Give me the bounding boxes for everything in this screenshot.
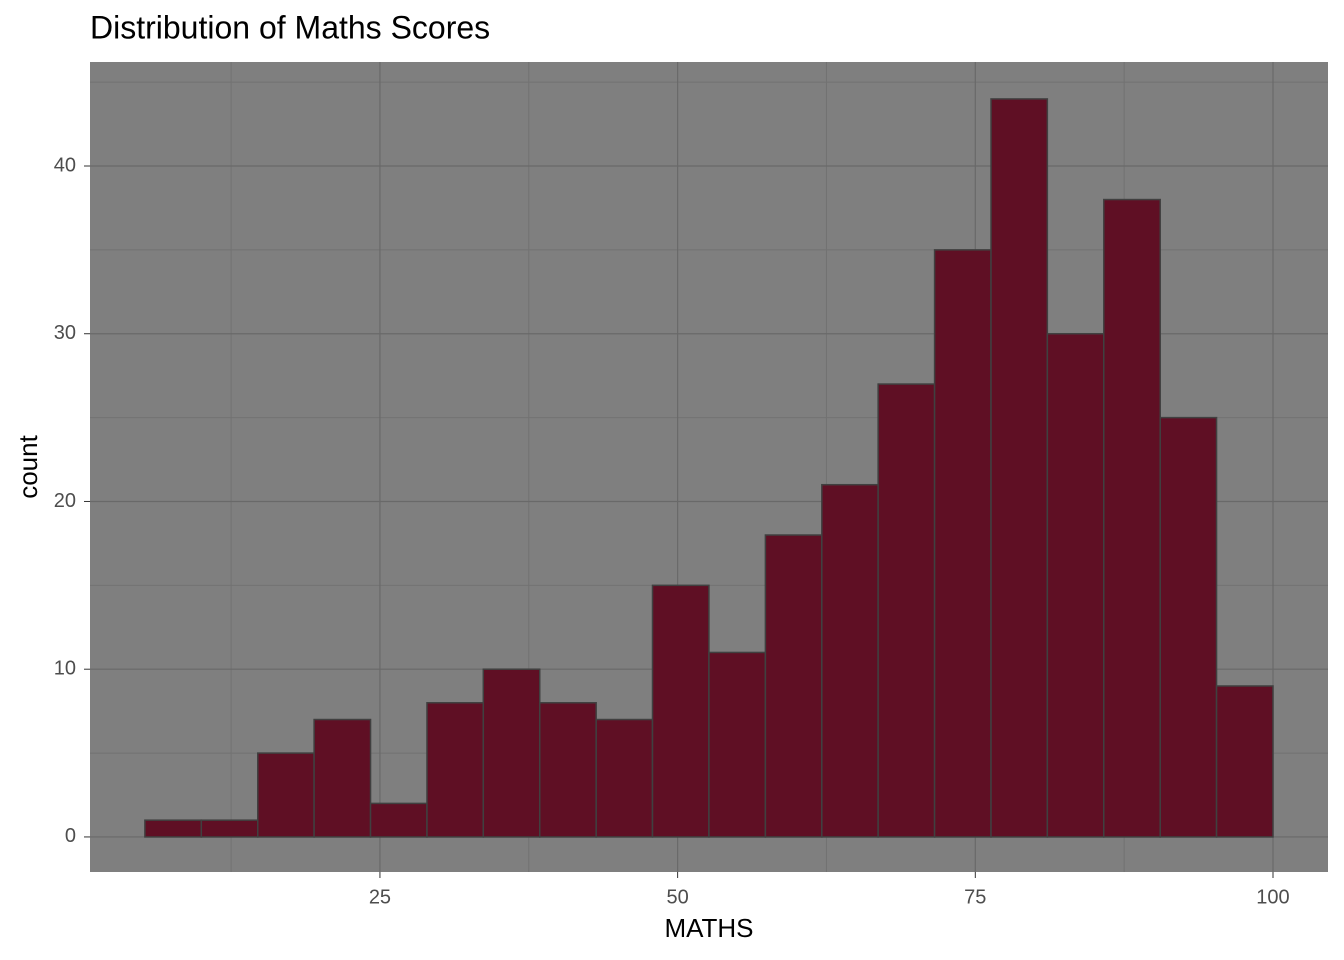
bar	[538, 702, 597, 838]
chart-title: Distribution of Maths Scores	[90, 9, 490, 45]
bar	[1159, 416, 1218, 838]
bar	[933, 249, 992, 838]
bar	[990, 98, 1049, 838]
bar	[144, 819, 203, 838]
bar	[708, 651, 767, 838]
bar	[1103, 198, 1161, 838]
bar	[1046, 332, 1105, 838]
y-axis-label: count	[13, 434, 43, 498]
y-tick-label: 0	[65, 825, 76, 847]
bar	[877, 383, 936, 838]
x-tick-label: 25	[369, 886, 391, 908]
bar	[313, 718, 372, 838]
bar	[482, 668, 541, 838]
bar	[651, 584, 710, 838]
y-tick-label: 20	[54, 490, 76, 512]
bar	[595, 718, 654, 838]
bar	[369, 802, 428, 838]
bar	[426, 702, 485, 838]
y-tick-label: 40	[54, 154, 76, 176]
y-tick-label: 10	[54, 657, 76, 679]
bar	[257, 752, 315, 838]
bar	[821, 483, 879, 838]
bar	[764, 534, 823, 838]
x-tick-label: 50	[666, 886, 688, 908]
bar	[200, 819, 259, 838]
x-tick-label: 75	[964, 886, 986, 908]
y-tick-label: 30	[54, 322, 76, 344]
bar	[1215, 685, 1274, 838]
x-tick-label: 100	[1256, 886, 1289, 908]
x-axis-label: MATHS	[664, 913, 753, 943]
